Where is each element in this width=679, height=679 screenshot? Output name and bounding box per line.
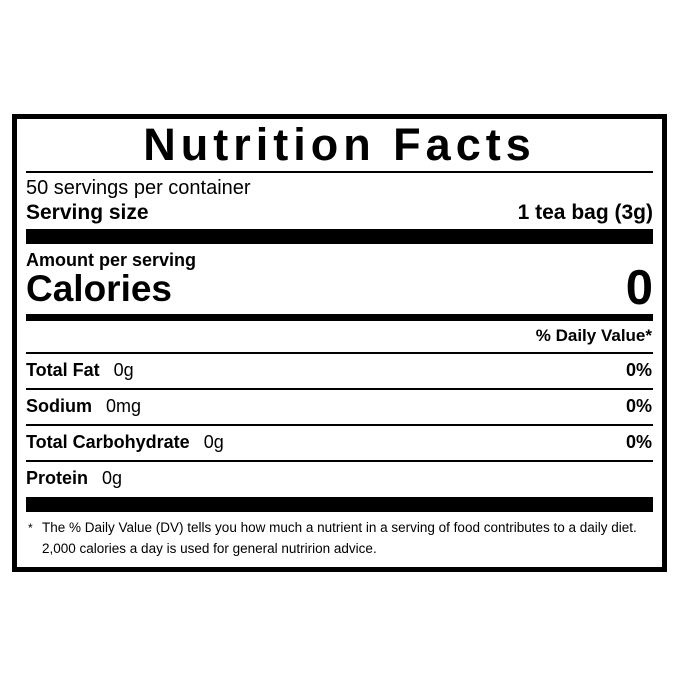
amount-per-serving-label: Amount per serving: [26, 249, 197, 270]
divider-under-title: [26, 170, 653, 173]
label-title: Nutrition Facts: [143, 119, 536, 170]
nutrition-facts-label: Nutrition Facts 50 servings per containe…: [12, 114, 667, 572]
nutrient-name: Sodium: [26, 396, 92, 417]
calories-row: Calories 0: [26, 260, 653, 315]
serving-size-value: 1 tea bag (3g): [517, 200, 653, 224]
nutrient-amount: 0g: [102, 468, 123, 489]
nutrient-daily-value: 0%: [625, 432, 652, 453]
calories-label: Calories: [26, 268, 173, 310]
nutrient-amount: 0g: [203, 432, 224, 453]
daily-value-footnote: * The % Daily Value (DV) tells you how m…: [26, 512, 653, 560]
nutrient-amount: 0g: [113, 360, 134, 381]
divider-hairline: [26, 352, 653, 355]
servings-per-container: 50 servings per container: [26, 176, 251, 199]
nutrient-name: Total Fat: [26, 360, 100, 381]
serving-size-label: Serving size: [26, 200, 149, 224]
divider-hairline: [26, 460, 653, 463]
daily-value-header: % Daily Value*: [535, 326, 652, 346]
nutrient-row-total-carbohydrate: Total Carbohydrate 0g 0%: [26, 426, 653, 460]
nutrient-row-total-fat: Total Fat 0g 0%: [26, 354, 653, 388]
divider-medium: [26, 314, 653, 322]
nutrient-daily-value: 0%: [625, 360, 652, 381]
nutrient-row-sodium: Sodium 0mg 0%: [26, 390, 653, 424]
footnote-text: The % Daily Value (DV) tells you how muc…: [42, 520, 637, 557]
nutrient-amount: 0mg: [106, 396, 142, 417]
nutrient-name: Protein: [26, 468, 89, 489]
divider-thick-top: [26, 228, 653, 244]
nutrient-name: Total Carbohydrate: [26, 432, 190, 453]
divider-hairline: [26, 424, 653, 427]
serving-size-row: Serving size 1 tea bag (3g): [26, 199, 653, 224]
footnote-asterisk: *: [28, 521, 33, 536]
nutrient-daily-value: 0%: [625, 396, 652, 417]
divider-thick-bottom: [26, 497, 653, 513]
divider-hairline: [26, 388, 653, 391]
calories-value: 0: [625, 260, 653, 315]
nutrient-row-protein: Protein 0g: [26, 462, 653, 496]
